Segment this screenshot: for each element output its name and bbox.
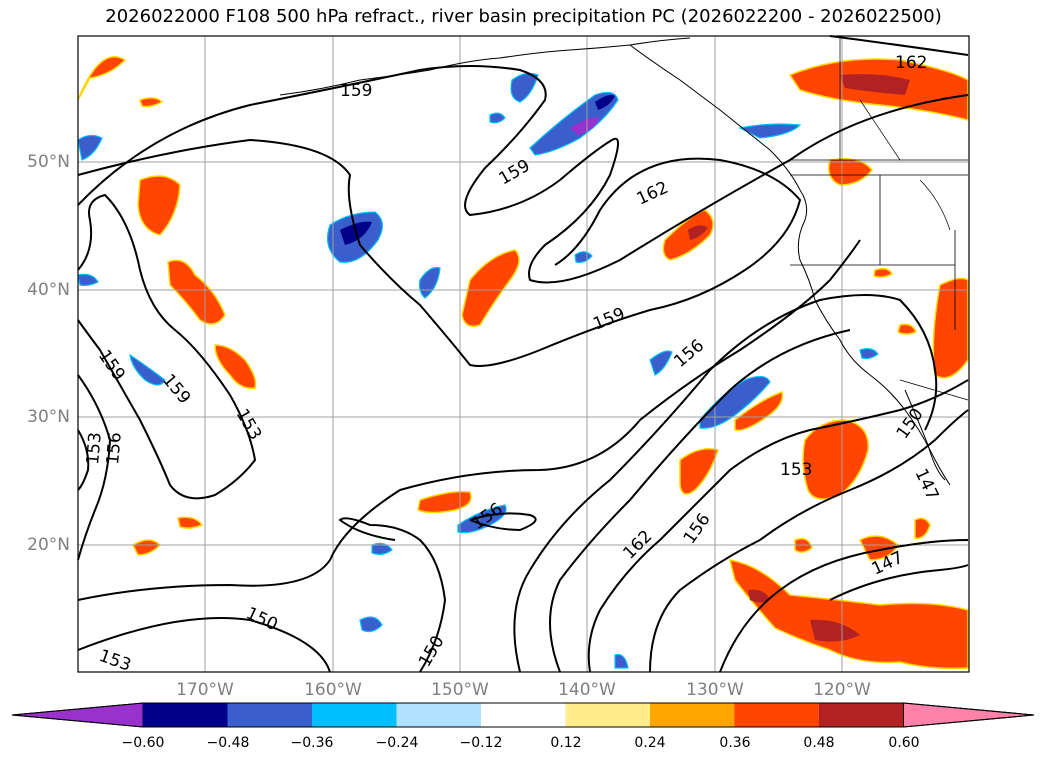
coastlines	[279, 36, 969, 486]
map-background	[78, 36, 969, 672]
colorbar-segment	[734, 703, 819, 727]
colorbar	[11, 702, 1035, 728]
lon-label-150w: 150°W	[431, 680, 489, 700]
contour-label: 153	[780, 460, 812, 480]
colorbar-tick-label: 0.12	[550, 735, 582, 751]
colorbar-segment	[143, 703, 228, 727]
colorbar-segment	[312, 703, 397, 727]
colorbar-segment	[650, 703, 735, 727]
contour-label: 153	[83, 431, 106, 465]
lat-label-20n: 20°N	[27, 535, 70, 555]
colorbar-segment	[227, 703, 312, 727]
colorbar-segment	[565, 703, 650, 727]
contour-label: 159	[340, 81, 372, 101]
colorbar-segment	[819, 703, 904, 727]
colorbar-outline	[11, 702, 1035, 728]
lon-label-140w: 140°W	[558, 680, 616, 700]
colorbar-tick-label: −0.48	[206, 735, 250, 751]
lat-label-50n: 50°N	[27, 152, 70, 172]
colorbar-segment	[481, 703, 566, 727]
colorbar-tick-label: −0.60	[121, 735, 165, 751]
colorbar-extend-min	[11, 702, 144, 728]
lon-label-130w: 130°W	[686, 680, 744, 700]
lon-label-120w: 120°W	[813, 680, 871, 700]
chart-title: 2026022000 F108 500 hPa refract., river …	[105, 6, 942, 27]
lat-label-30n: 30°N	[27, 407, 70, 427]
colorbar-tick-label: 0.24	[634, 735, 666, 751]
colorbar-tick-label: 0.36	[719, 735, 751, 751]
colorbar-extend-max	[903, 702, 1035, 728]
precip-negative-areas	[77, 72, 879, 669]
colorbar-tick-label: −0.24	[375, 735, 419, 751]
lat-label-40n: 40°N	[27, 280, 70, 300]
lon-label-170w: 170°W	[176, 680, 234, 700]
colorbar-tick-label: 0.60	[888, 735, 920, 751]
lon-label-160w: 160°W	[304, 680, 362, 700]
colorbar-tick-label: −0.36	[290, 735, 334, 751]
precip-positive-areas	[77, 56, 969, 670]
colorbar-segment	[396, 703, 481, 727]
colorbar-tick-label: −0.12	[459, 735, 503, 751]
colorbar-tick-label: 0.48	[803, 735, 835, 751]
contour-label: 162	[895, 53, 927, 73]
map-frame	[77, 35, 970, 673]
contour-label: 156	[103, 431, 126, 465]
refractivity-contours	[77, 35, 969, 673]
